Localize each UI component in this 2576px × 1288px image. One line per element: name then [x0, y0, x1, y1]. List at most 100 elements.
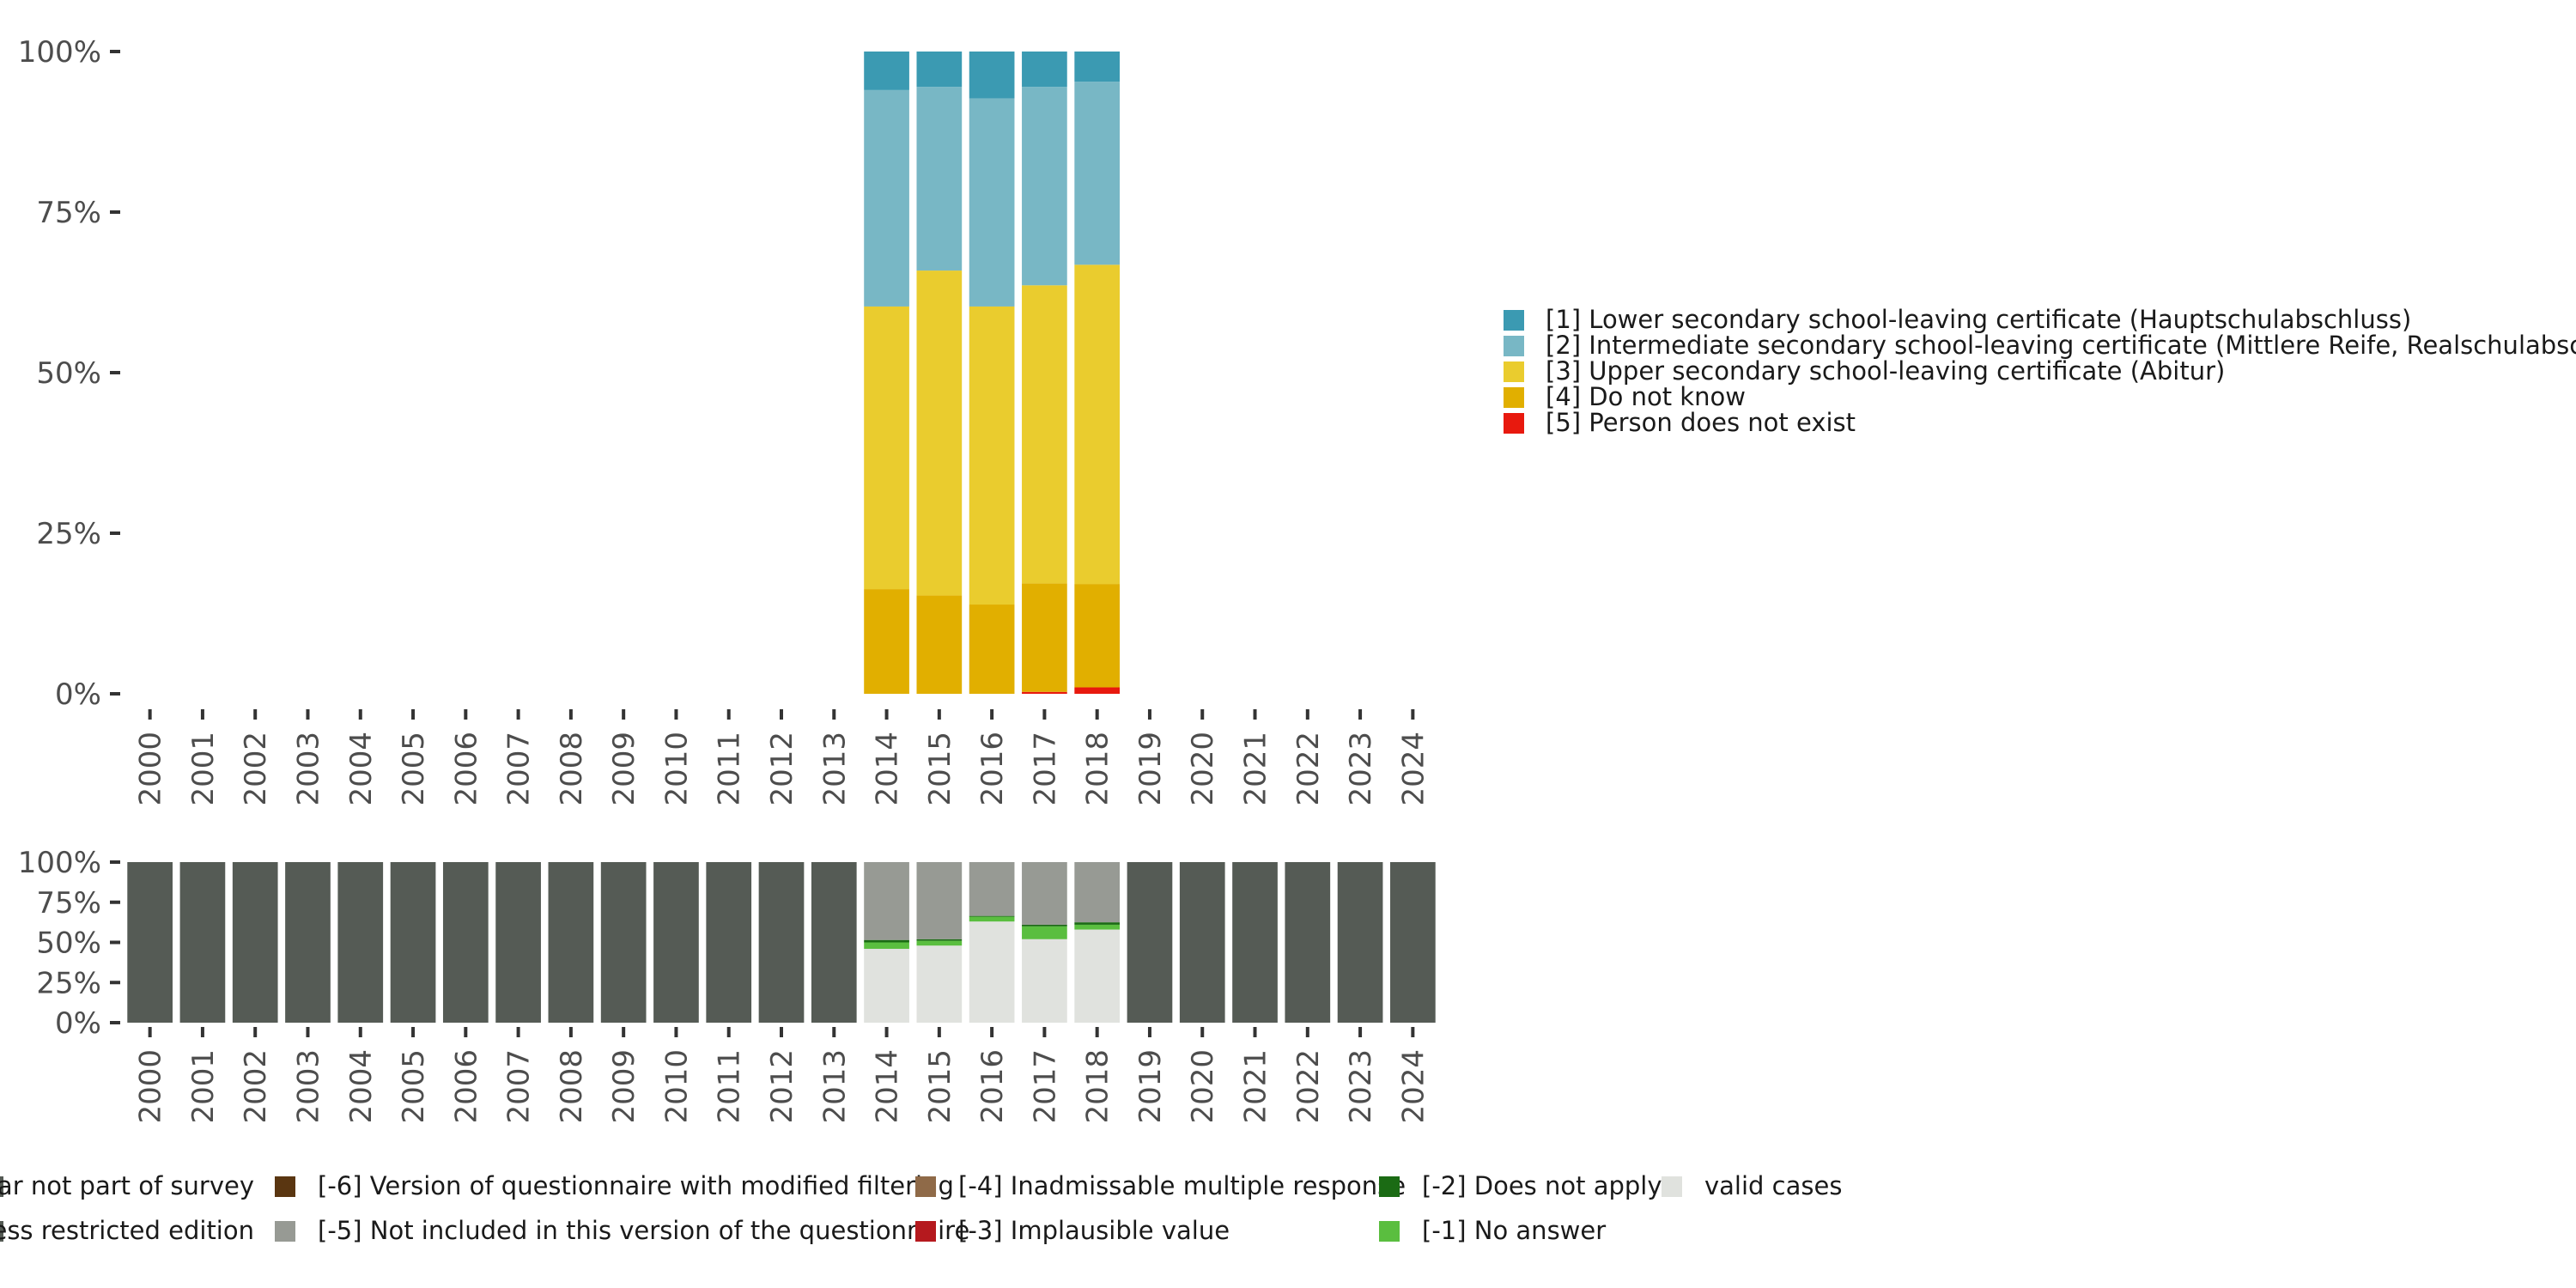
bar-segment — [916, 52, 963, 88]
x-tick-label: 2020 — [1186, 1049, 1220, 1124]
legend-swatch — [1504, 361, 1524, 382]
legend-swatch — [1379, 1176, 1400, 1197]
x-tick-label: 2018 — [1081, 1049, 1115, 1124]
x-tick-label: 2012 — [765, 1049, 799, 1124]
bar-segment — [1022, 924, 1067, 927]
x-tick-label: 2015 — [923, 732, 957, 806]
x-tick-label: 2019 — [1133, 732, 1168, 806]
legend-label: [-2] Does not apply — [1422, 1171, 1662, 1200]
x-tick-label: 2008 — [555, 732, 589, 806]
x-tick-label: 2008 — [555, 1049, 589, 1124]
bar-segment — [969, 862, 1015, 916]
x-tick-label: 2010 — [659, 1049, 694, 1124]
x-tick-label: 2021 — [1239, 1049, 1273, 1124]
bar-segment — [285, 862, 331, 1023]
x-tick-label: 2013 — [817, 732, 852, 806]
bar-segment — [969, 605, 1015, 694]
bar-segment — [969, 915, 1015, 917]
bar-segment — [864, 862, 909, 940]
legend-swatch — [275, 1221, 295, 1242]
x-tick-label: 2005 — [397, 732, 431, 806]
x-tick-label: 2016 — [975, 1049, 1010, 1124]
x-tick-label: 2007 — [502, 732, 537, 806]
legend-label: [-4] Inadmissable multiple response — [958, 1171, 1406, 1200]
legend-swatch — [915, 1176, 936, 1197]
x-tick-label: 2013 — [817, 1049, 852, 1124]
x-tick-label: 2014 — [871, 732, 905, 806]
bar-segment — [811, 862, 857, 1023]
x-tick-label: 2019 — [1133, 1049, 1168, 1124]
x-tick-label: 2010 — [659, 732, 694, 806]
bar-segment — [1022, 939, 1067, 1023]
x-tick-label: 2023 — [1344, 732, 1378, 806]
bar-segment — [1074, 922, 1121, 925]
bar-segment — [1022, 583, 1067, 692]
legend-label: [4] Do not know — [1546, 382, 1746, 411]
x-tick-label: 2014 — [871, 1049, 905, 1124]
bar-segment — [864, 939, 909, 943]
x-tick-label: 2003 — [291, 1049, 325, 1124]
x-tick-label: 2001 — [186, 732, 221, 806]
x-tick-label: 2022 — [1291, 1049, 1326, 1124]
bar-segment — [337, 862, 384, 1023]
bar-segment — [916, 87, 963, 271]
top-legend: [1] Lower secondary school-leaving certi… — [1504, 305, 2576, 437]
bar-segment — [969, 306, 1015, 605]
legend-swatch — [1504, 413, 1524, 434]
bottom-chart: 0% 25% 50% 75% 100% 2000 2001 2002 2003 2004 2005 2… — [18, 846, 1436, 1124]
x-tick-label: 2000 — [134, 732, 168, 806]
bar-segment — [1074, 52, 1121, 82]
bar-segment — [864, 589, 909, 694]
x-tick-label: 2024 — [1396, 732, 1431, 806]
y-tick-label: 100% — [18, 846, 101, 880]
bar-segment — [916, 862, 963, 939]
legend-swatch — [1662, 1176, 1682, 1197]
bar-segment — [864, 306, 909, 590]
bar-segment — [127, 862, 173, 1023]
bar-segment — [969, 916, 1015, 922]
x-tick-label: 2011 — [713, 732, 747, 806]
x-tick-label: 2016 — [975, 732, 1010, 806]
x-tick-label: 2021 — [1239, 732, 1273, 806]
y-tick-label: 100% — [18, 35, 101, 70]
bar-segment — [1127, 862, 1173, 1023]
bar-segment — [1022, 926, 1067, 939]
x-tick-label: 2024 — [1396, 1049, 1431, 1124]
bar-segment — [1074, 924, 1121, 930]
bar-segment — [653, 862, 699, 1023]
bar-segment — [864, 948, 909, 1023]
legend-label: Only available in less restricted editio… — [0, 1216, 254, 1245]
legend-label: Question this year not part of survey — [0, 1171, 254, 1200]
bar-segment — [1022, 52, 1067, 88]
top-chart: 0% 25% 50% 75% 100% 2000 2001 2002 2003 2004 2005 2… — [18, 35, 1431, 806]
bar-segment — [1022, 87, 1067, 286]
x-tick-label: 2020 — [1186, 732, 1220, 806]
x-tick-label: 2012 — [765, 732, 799, 806]
bar-segment — [969, 52, 1015, 99]
x-tick-label: 2017 — [1028, 1049, 1062, 1124]
bar-segment — [1074, 862, 1121, 923]
x-tick-label: 2009 — [607, 732, 641, 806]
bar-segment — [1074, 929, 1121, 1023]
bar-segment — [864, 942, 909, 949]
x-tick-label: 2022 — [1291, 732, 1326, 806]
legend-swatch — [1379, 1221, 1400, 1242]
bar-segment — [916, 595, 963, 694]
x-tick-label: 2011 — [713, 1049, 747, 1124]
bar-segment — [1337, 862, 1383, 1023]
bar-segment — [1285, 862, 1331, 1023]
x-tick-label: 2015 — [923, 1049, 957, 1124]
x-tick-label: 2001 — [186, 1049, 221, 1124]
legend-label: [1] Lower secondary school-leaving certi… — [1546, 305, 2411, 334]
bar-segment — [1022, 285, 1067, 584]
bar-segment — [758, 862, 805, 1023]
bar-segment — [600, 862, 647, 1023]
x-tick-label: 2017 — [1028, 732, 1062, 806]
legend-label: [2] Intermediate secondary school-leavin… — [1546, 331, 2576, 360]
bar-segment — [1074, 82, 1121, 265]
bar-segment — [179, 862, 226, 1023]
bar-segment — [1232, 862, 1278, 1023]
y-tick-label: 25% — [36, 517, 101, 551]
bar-segment — [548, 862, 594, 1023]
bar-segment — [916, 939, 963, 941]
